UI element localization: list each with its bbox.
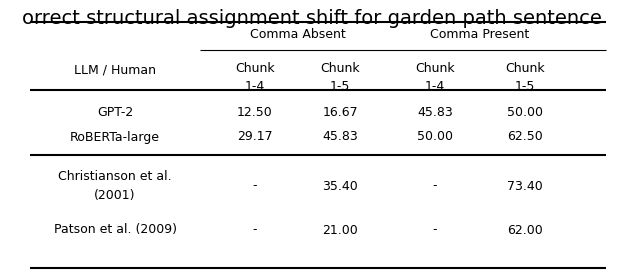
Text: 1-5: 1-5 (330, 79, 350, 93)
Text: 12.50: 12.50 (237, 105, 273, 118)
Text: 29.17: 29.17 (237, 130, 273, 144)
Text: LLM / Human: LLM / Human (74, 64, 156, 76)
Text: Patson et al. (2009): Patson et al. (2009) (54, 224, 177, 236)
Text: 1-4: 1-4 (245, 79, 265, 93)
Text: 50.00: 50.00 (507, 105, 543, 118)
Text: GPT-2: GPT-2 (97, 105, 133, 118)
Text: (2001): (2001) (94, 189, 136, 201)
Text: Comma Absent: Comma Absent (250, 27, 345, 41)
Text: -: - (253, 224, 257, 236)
Text: 16.67: 16.67 (322, 105, 358, 118)
Text: 73.40: 73.40 (507, 179, 543, 193)
Text: Chunk: Chunk (320, 61, 360, 75)
Text: 35.40: 35.40 (322, 179, 358, 193)
Text: Chunk: Chunk (505, 61, 545, 75)
Text: -: - (433, 179, 437, 193)
Text: 50.00: 50.00 (417, 130, 453, 144)
Text: 45.83: 45.83 (322, 130, 358, 144)
Text: Chunk: Chunk (415, 61, 455, 75)
Text: Comma Present: Comma Present (431, 27, 530, 41)
Text: 21.00: 21.00 (322, 224, 358, 236)
Text: 1-5: 1-5 (515, 79, 535, 93)
Text: 1-4: 1-4 (425, 79, 445, 93)
Text: RoBERTa-large: RoBERTa-large (70, 130, 160, 144)
Text: 45.83: 45.83 (417, 105, 453, 118)
Text: -: - (433, 224, 437, 236)
Text: -: - (253, 179, 257, 193)
Text: Christianson et al.: Christianson et al. (58, 170, 172, 184)
Text: 62.00: 62.00 (507, 224, 543, 236)
Text: 62.50: 62.50 (507, 130, 543, 144)
Text: Chunk: Chunk (235, 61, 275, 75)
Text: orrect structural assignment shift for garden path sentence: orrect structural assignment shift for g… (22, 9, 602, 28)
